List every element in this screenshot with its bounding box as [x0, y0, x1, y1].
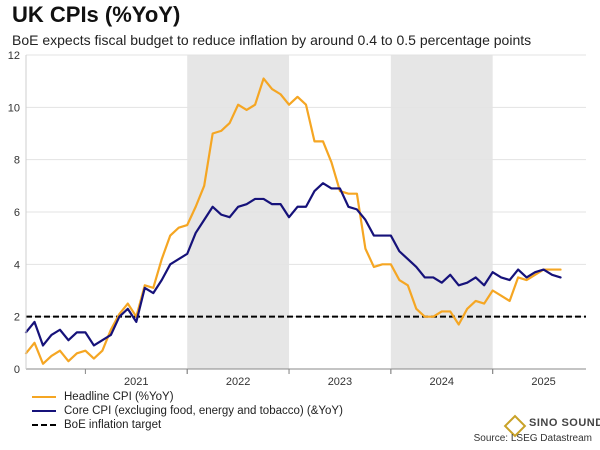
legend-swatch-target	[32, 424, 56, 426]
legend-label-headline: Headline CPI (%YoY)	[64, 391, 174, 403]
legend-item-core: Core CPI (excluging food, energy and tob…	[32, 404, 343, 418]
y-tick-label: 8	[14, 155, 20, 167]
legend-item-target: BoE inflation target	[32, 418, 343, 432]
source-note: Source: LSEG Datastream	[473, 433, 592, 444]
chart-title: UK CPIs (%YoY)	[12, 2, 181, 27]
x-tick-label: 2022	[226, 376, 250, 388]
legend: Headline CPI (%YoY) Core CPI (excluging …	[32, 390, 343, 432]
legend-label-core: Core CPI (excluging food, energy and tob…	[64, 405, 343, 417]
sino-sound-logo: SINO SOUND	[503, 414, 600, 438]
y-tick-label: 2	[14, 312, 20, 324]
y-tick-label: 4	[14, 259, 20, 271]
y-tick-label: 10	[8, 102, 20, 114]
logo-text: SINO SOUND	[529, 417, 600, 429]
x-tick-label: 2025	[531, 376, 555, 388]
legend-label-target: BoE inflation target	[64, 419, 162, 431]
y-tick-label: 0	[14, 364, 20, 376]
chart-subtitle: BoE expects fiscal budget to reduce infl…	[12, 32, 532, 48]
y-tick-label: 6	[14, 207, 20, 219]
x-tick-label: 2024	[430, 376, 454, 388]
x-tick-label: 2023	[328, 376, 352, 388]
legend-swatch-core	[32, 410, 56, 412]
gridlines	[26, 54, 586, 370]
series-line-headline	[24, 77, 562, 365]
legend-swatch-headline	[32, 396, 56, 398]
y-tick-label: 12	[8, 50, 20, 62]
x-tick-label: 2021	[124, 376, 148, 388]
series-lines	[24, 77, 562, 365]
legend-item-headline: Headline CPI (%YoY)	[32, 390, 343, 404]
series-line-core	[24, 182, 562, 347]
axes: 0 2 4 6 8 10 12 2021 2022 2023 2024 2025	[8, 50, 586, 388]
